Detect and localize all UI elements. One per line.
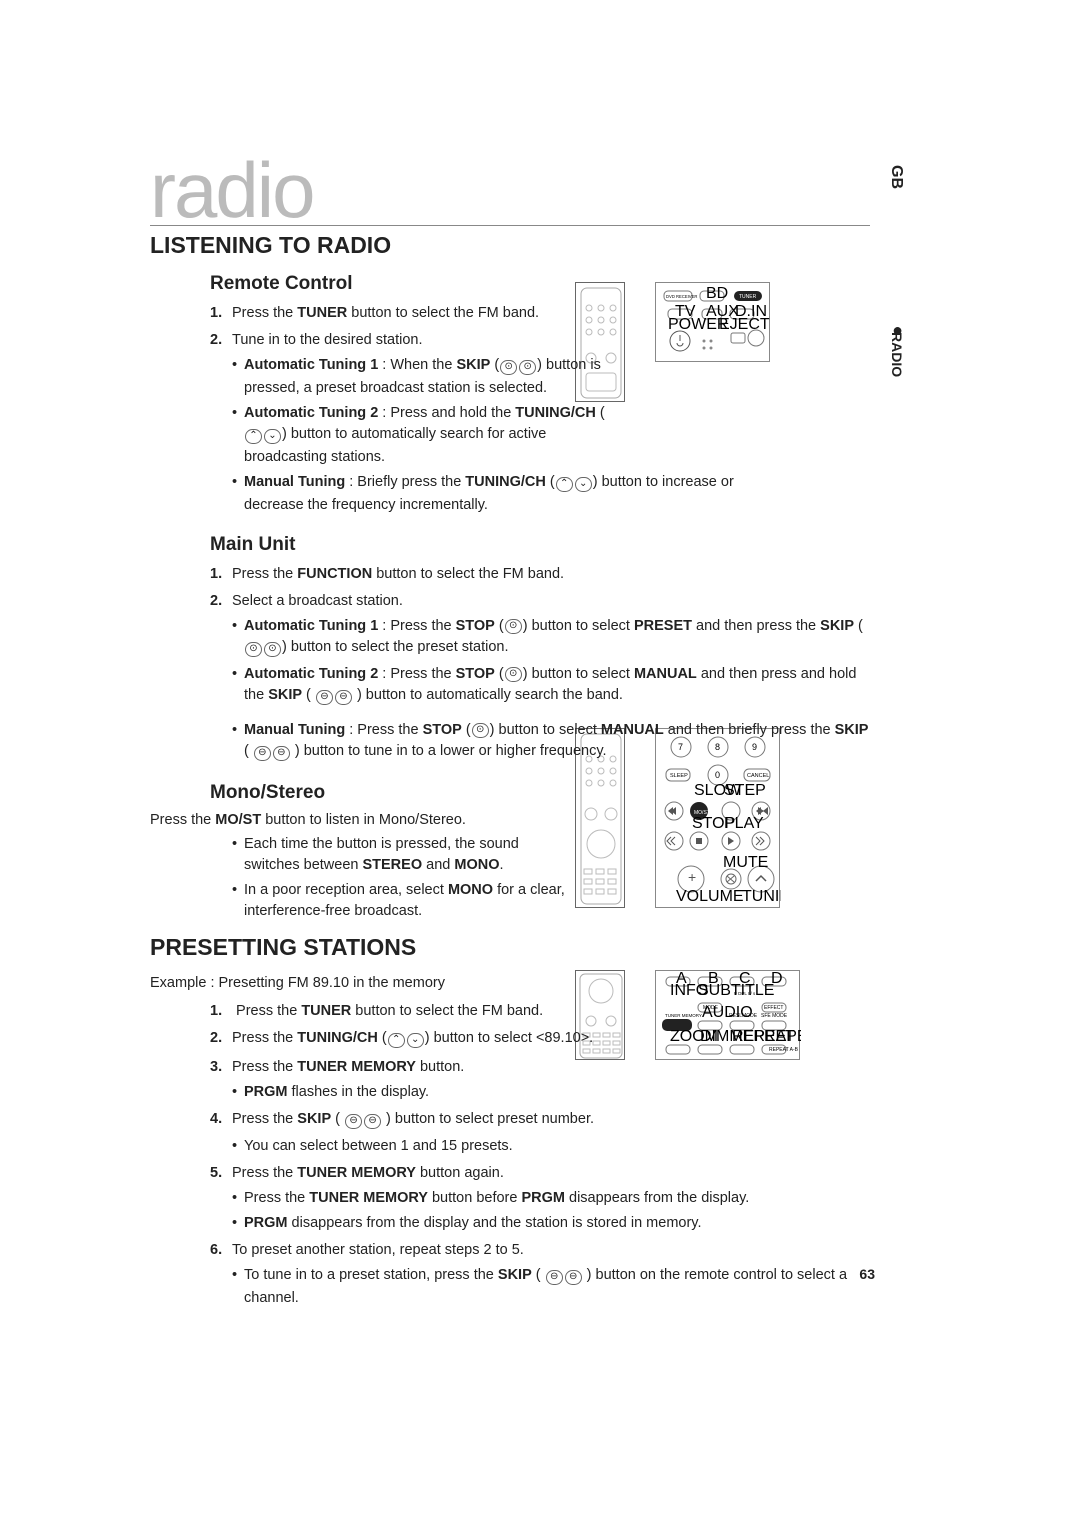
title-underline xyxy=(150,225,870,226)
remote-steps: 1.Press the TUNER button to select the F… xyxy=(210,303,630,516)
preset-step-1: 1. Press the TUNER button to select the … xyxy=(210,1001,870,1022)
main-mt: Manual Tuning : Press the STOP (⊙) butto… xyxy=(232,720,870,764)
presetting-example: Example : Presetting FM 89.10 in the mem… xyxy=(150,975,870,991)
tuning-updown-icon: ⌃⌄ xyxy=(387,1030,425,1051)
preset-step-3-sub: PRGM flashes in the display. xyxy=(232,1082,870,1103)
mono-l2: In a poor reception area, select MONO fo… xyxy=(232,880,572,922)
main-step-2: 2.Select a broadcast station. Automatic … xyxy=(210,591,870,764)
remote-step-1: 1.Press the TUNER button to select the F… xyxy=(210,303,630,324)
preset-step-2: 2.Press the TUNING/CH (⌃⌄) button to sel… xyxy=(210,1028,870,1051)
preset-step-5: 5.Press the TUNER MEMORY button again. P… xyxy=(210,1163,870,1234)
stop-icon: ⊙ xyxy=(472,723,489,738)
main-at2: Automatic Tuning 2 : Press the STOP (⊙) … xyxy=(232,664,870,708)
listening-section: LISTENING TO RADIO Remote Control 1.Pres… xyxy=(150,232,870,926)
skip-icon: ⊖⊖ xyxy=(344,1111,382,1132)
preset-step-3: 3.Press the TUNER MEMORY button. PRGM fl… xyxy=(210,1057,870,1103)
preset-step-4: 4.Press the SKIP ( ⊖⊖ ) button to select… xyxy=(210,1109,870,1157)
remote-at2: Automatic Tuning 2 : Press and hold the … xyxy=(232,403,630,468)
mono-l1: Each time the button is pressed, the sou… xyxy=(232,834,572,876)
skip-icon: ⊖⊖ xyxy=(545,1267,583,1288)
preset-step-5-sub1: Press the TUNER MEMORY button before PRG… xyxy=(232,1188,870,1209)
preset-step-6-sub: To tune in to a preset station, press th… xyxy=(232,1265,870,1309)
main-at1: Automatic Tuning 1 : Press the STOP (⊙) … xyxy=(232,616,870,660)
presetting-section: PRESETTING STATIONS Example : Presetting… xyxy=(150,934,870,1315)
skip-icon: ⊖⊖ xyxy=(315,687,353,708)
skip-icon: ⊙⊙ xyxy=(244,639,282,660)
preset-step-4-sub: You can select between 1 and 15 presets. xyxy=(232,1136,870,1157)
main-step-1: 1.Press the FUNCTION button to select th… xyxy=(210,564,870,585)
mono-stereo-heading: Mono/Stereo xyxy=(210,782,870,804)
stop-icon: ⊙ xyxy=(505,619,522,634)
skip-icon: ⊖⊖ xyxy=(253,743,291,764)
mono-intro: Press the MO/ST button to listen in Mono… xyxy=(150,812,870,828)
main-unit-steps: 1.Press the FUNCTION button to select th… xyxy=(210,564,870,764)
side-tab-radio: RADIO xyxy=(889,332,905,377)
remote-at1: Automatic Tuning 1 : When the SKIP (⊙⊙) … xyxy=(232,355,630,399)
skip-prev-icon: ⊙⊙ xyxy=(499,357,537,378)
presetting-heading: PRESETTING STATIONS xyxy=(150,934,870,961)
tuning-updown-icon: ⌃⌄ xyxy=(244,426,282,447)
remote-control-heading: Remote Control xyxy=(210,273,870,295)
presetting-steps: 1. Press the TUNER button to select the … xyxy=(210,1001,870,1309)
listening-heading: LISTENING TO RADIO xyxy=(150,232,870,259)
tuning-updown-icon: ⌃⌄ xyxy=(555,474,593,495)
stop-icon: ⊙ xyxy=(505,667,522,682)
page-title: radio xyxy=(150,145,313,236)
remote-step-2: 2.Tune in to the desired station. Automa… xyxy=(210,330,630,516)
mono-list: Each time the button is pressed, the sou… xyxy=(232,834,572,922)
preset-step-6: 6.To preset another station, repeat step… xyxy=(210,1240,870,1309)
page-number: 63 xyxy=(859,1266,875,1282)
side-tab-gb: GB xyxy=(887,165,905,189)
remote-mt: Manual Tuning : Briefly press the TUNING… xyxy=(232,472,792,516)
main-unit-heading: Main Unit xyxy=(210,534,870,556)
preset-step-5-sub2: PRGM disappears from the display and the… xyxy=(232,1213,870,1234)
